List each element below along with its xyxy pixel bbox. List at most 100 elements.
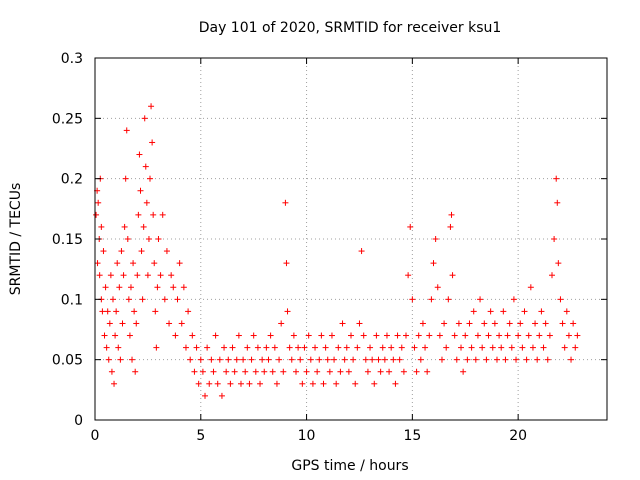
data-point	[345, 368, 352, 375]
data-point	[369, 356, 376, 363]
data-point	[141, 115, 148, 122]
data-point	[114, 260, 121, 267]
data-point	[111, 380, 118, 387]
data-point	[263, 344, 270, 351]
data-point	[555, 260, 562, 267]
data-point	[96, 272, 103, 279]
chart-title: Day 101 of 2020, SRMTID for receiver ksu…	[199, 20, 502, 36]
data-point	[360, 332, 367, 339]
data-point	[324, 356, 331, 363]
data-point	[390, 356, 397, 363]
data-point	[159, 211, 166, 218]
y-tick-labels: 0 0.05 0.1 0.15 0.2 0.25 0.3	[52, 51, 83, 429]
data-point	[189, 332, 196, 339]
data-point	[523, 356, 530, 363]
data-point	[185, 308, 192, 315]
data-point	[116, 284, 123, 291]
data-point	[102, 284, 109, 291]
x-tick-labels: 0 5 10 15 20	[91, 428, 528, 444]
data-point	[299, 380, 306, 387]
data-point	[553, 175, 560, 182]
data-point	[381, 356, 388, 363]
data-point	[379, 344, 386, 351]
y-tick-label: 0.15	[52, 232, 83, 248]
data-point	[462, 332, 469, 339]
data-point	[152, 308, 159, 315]
data-point	[506, 320, 513, 327]
data-point	[432, 236, 439, 242]
data-point	[477, 296, 484, 303]
data-point	[240, 356, 247, 363]
data-point	[112, 332, 119, 339]
data-point	[100, 248, 107, 255]
data-point	[339, 320, 346, 327]
data-point	[487, 308, 494, 315]
data-point	[233, 356, 240, 363]
data-point	[286, 344, 293, 351]
data-point	[170, 284, 177, 291]
data-point	[144, 272, 151, 279]
data-point	[534, 356, 541, 363]
data-point	[483, 356, 490, 363]
data-point	[316, 356, 323, 363]
data-point	[314, 368, 321, 375]
data-point	[191, 368, 198, 375]
data-point	[130, 260, 137, 267]
data-point	[133, 320, 140, 327]
gridlines	[95, 58, 607, 420]
data-point	[525, 332, 532, 339]
data-point	[527, 284, 534, 291]
data-point	[498, 344, 505, 351]
data-point	[536, 332, 543, 339]
data-point	[407, 223, 414, 230]
data-point	[252, 368, 259, 375]
data-point	[396, 356, 403, 363]
y-tick-label: 0.25	[52, 111, 83, 127]
data-point	[303, 368, 310, 375]
data-point	[288, 356, 295, 363]
data-point	[261, 368, 268, 375]
data-point	[161, 296, 168, 303]
data-point	[231, 368, 238, 375]
axis-ticks	[94, 57, 607, 421]
data-point	[246, 380, 253, 387]
data-point	[405, 272, 412, 279]
data-point	[227, 380, 234, 387]
data-point	[394, 332, 401, 339]
data-point	[210, 368, 217, 375]
data-point	[438, 356, 445, 363]
data-point	[139, 296, 146, 303]
data-point	[398, 344, 405, 351]
data-point	[561, 344, 568, 351]
data-point	[485, 332, 492, 339]
data-point	[377, 368, 384, 375]
data-point	[409, 296, 416, 303]
data-point	[206, 380, 213, 387]
data-point	[115, 344, 122, 351]
data-point	[565, 332, 572, 339]
data-point	[145, 236, 152, 242]
data-point	[510, 296, 517, 303]
data-point	[517, 320, 524, 327]
data-point	[280, 368, 287, 375]
data-point	[229, 344, 236, 351]
data-point	[521, 308, 528, 315]
data-point	[105, 356, 112, 363]
data-point	[479, 344, 486, 351]
data-point	[278, 320, 285, 327]
data-point	[271, 344, 278, 351]
data-point	[282, 199, 289, 206]
data-point	[151, 260, 158, 267]
data-point	[195, 380, 202, 387]
data-point	[214, 380, 221, 387]
data-point	[107, 272, 114, 279]
data-point	[244, 344, 251, 351]
x-tick-label: 0	[91, 428, 100, 444]
data-point	[350, 356, 357, 363]
data-point	[532, 320, 539, 327]
data-point	[540, 344, 547, 351]
data-point	[182, 344, 189, 351]
data-point	[496, 332, 503, 339]
data-point	[422, 344, 429, 351]
